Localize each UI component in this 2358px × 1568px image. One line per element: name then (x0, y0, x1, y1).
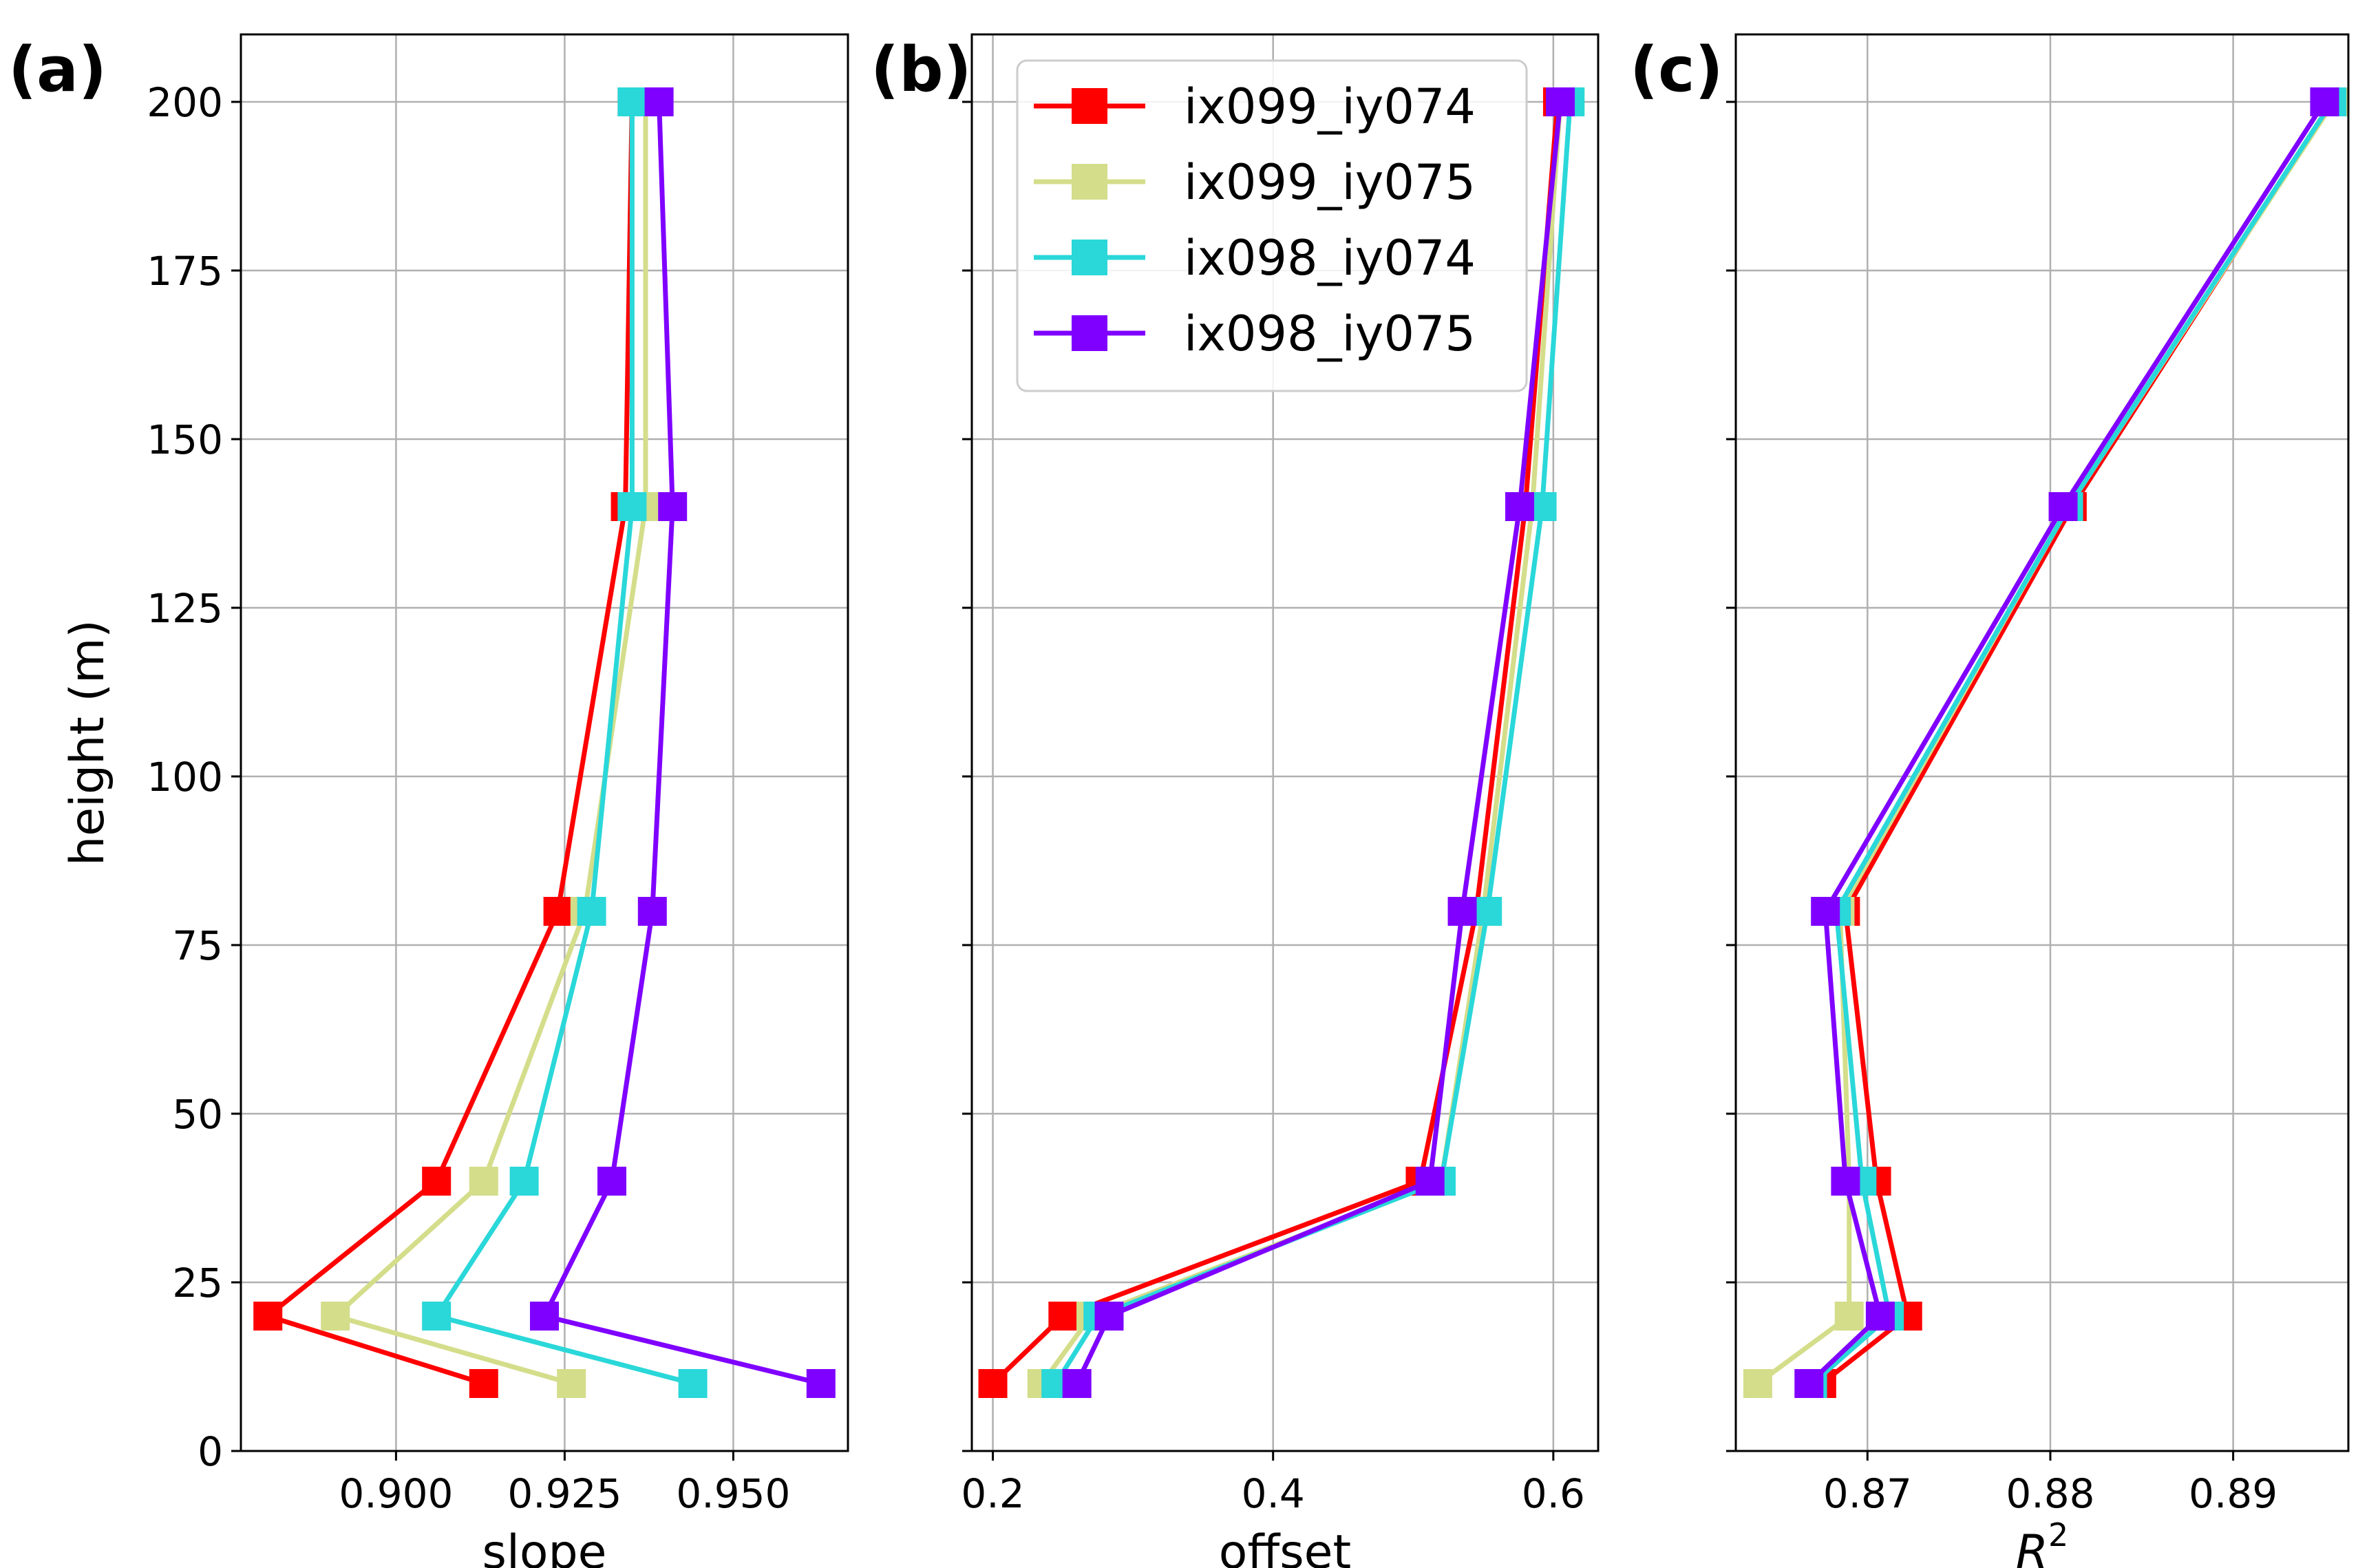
x-tick-label: 0.6 (1522, 1470, 1585, 1517)
data-point-ix098_iy075 (1831, 1167, 1860, 1196)
y-tick-label: 50 (172, 1091, 223, 1138)
data-point-ix099_iy074 (253, 1302, 283, 1331)
data-point-ix098_iy074 (617, 87, 647, 116)
y-tick-label: 200 (147, 79, 223, 126)
panels: 0.900 0.925 0.950 0 25 50 75 100 125 150 175 200 slo… (8, 33, 2350, 1568)
x-tick-label: 0.87 (1823, 1470, 1912, 1517)
y-tick-label: 100 (147, 754, 223, 801)
data-point-ix098_iy075 (2048, 492, 2078, 521)
panel-label-c: (c) (1630, 34, 1723, 106)
legend-label-ix099_iy074: ix099_iy074 (1184, 78, 1476, 135)
data-point-ix099_iy074 (978, 1369, 1008, 1398)
y-tick-label: 75 (172, 922, 223, 969)
series-line-ix098_iy074 (434, 102, 694, 1386)
legend-marker-ix098_iy074 (1072, 240, 1107, 275)
x-tick-label: 0.925 (507, 1470, 622, 1517)
legend-marker-ix098_iy075 (1072, 315, 1107, 351)
x-axis-label-base: R (2016, 1525, 2048, 1568)
data-point-ix099_iy075 (469, 1167, 498, 1196)
series-line-ix099_iy074 (265, 101, 635, 1386)
data-point-ix098_iy075 (1415, 1167, 1445, 1196)
x-axis-label: slope (482, 1525, 607, 1568)
legend-label-ix099_iy075: ix099_iy075 (1184, 154, 1476, 211)
data-point-ix098_iy075 (806, 1369, 836, 1398)
plot-frame (970, 33, 1600, 1452)
y-tick-label: 125 (147, 585, 223, 632)
x-tick-label: 0.88 (2006, 1470, 2094, 1517)
x-tick-label: 0.2 (961, 1470, 1024, 1517)
data-point-ix099_iy074 (543, 897, 573, 926)
data-point-ix098_iy075 (1447, 897, 1477, 926)
y-tick-label: 150 (147, 416, 223, 463)
data-point-ix099_iy074 (422, 1167, 452, 1196)
y-tick-label: 0 (198, 1428, 223, 1475)
legend-marker-ix099_iy074 (1072, 88, 1107, 124)
x-axis-label-superscript: 2 (2048, 1516, 2068, 1554)
x-axis-label: R2 (2016, 1516, 2069, 1568)
x-axis-label: offset (1219, 1525, 1351, 1568)
legend-label-ix098_iy074: ix098_iy074 (1184, 230, 1476, 286)
legend-label-ix098_iy075: ix098_iy075 (1184, 306, 1476, 362)
data-point-ix098_iy074 (577, 897, 606, 926)
series-line-ix099_iy074 (1820, 100, 2335, 1386)
data-point-ix099_iy075 (321, 1302, 350, 1331)
panel-label-a: (a) (8, 34, 107, 106)
data-point-ix098_iy075 (530, 1302, 559, 1331)
data-point-ix098_iy075 (1865, 1302, 1895, 1331)
data-point-ix098_iy074 (617, 492, 647, 521)
data-point-ix099_iy075 (557, 1369, 586, 1398)
x-tick-label: 0.4 (1242, 1470, 1305, 1517)
data-point-ix098_iy075 (1505, 492, 1534, 521)
legend-marker-ix099_iy075 (1072, 164, 1107, 200)
data-point-ix098_iy075 (1062, 1369, 1092, 1398)
data-point-ix099_iy075 (1834, 1302, 1864, 1331)
data-point-ix098_iy075 (2310, 87, 2339, 116)
legend-box (1016, 59, 1528, 392)
data-point-ix099_iy075 (1743, 1369, 1772, 1398)
y-tick-label: 175 (147, 248, 223, 295)
data-point-ix098_iy074 (422, 1302, 452, 1331)
x-tick-label: 0.89 (2189, 1470, 2277, 1517)
data-point-ix098_iy075 (1811, 897, 1840, 926)
data-point-ix098_iy075 (597, 1167, 626, 1196)
data-point-ix098_iy074 (678, 1369, 708, 1398)
data-point-ix098_iy074 (1473, 897, 1502, 926)
data-point-ix098_iy075 (1794, 1369, 1824, 1398)
x-tick-label: 0.950 (676, 1470, 790, 1517)
x-tick-label: 0.900 (339, 1470, 453, 1517)
plot-frame (1734, 33, 2350, 1452)
data-point-ix098_iy075 (644, 87, 674, 116)
data-point-ix099_iy074 (469, 1369, 498, 1398)
plot-frame (240, 33, 849, 1452)
data-point-ix098_iy075 (658, 492, 688, 521)
y-axis-label: height (m) (61, 619, 115, 866)
data-point-ix098_iy075 (1094, 1302, 1124, 1331)
series-line-ix099_iy075 (332, 102, 648, 1386)
legend: ix099_iy074 ix099_iy075 ix098_iy074 ix098_i… (1016, 59, 1528, 392)
y-tick-label: 25 (172, 1260, 223, 1306)
panel-a: 0.900 0.925 0.950 0 25 50 75 100 125 150 175 200 slo… (8, 33, 849, 1568)
series-line-ix098_iy075 (542, 101, 822, 1386)
data-point-ix098_iy075 (637, 897, 667, 926)
panel-c: 0.87 0.88 0.89 R2 (c) (1630, 33, 2350, 1568)
panel-label-b: (b) (871, 34, 972, 106)
data-point-ix099_iy074 (1048, 1302, 1078, 1331)
panel-b: 0.2 0.4 0.6 offset (b) (871, 33, 1600, 1568)
data-point-ix098_iy075 (1546, 87, 1575, 116)
data-point-ix098_iy074 (509, 1167, 539, 1196)
